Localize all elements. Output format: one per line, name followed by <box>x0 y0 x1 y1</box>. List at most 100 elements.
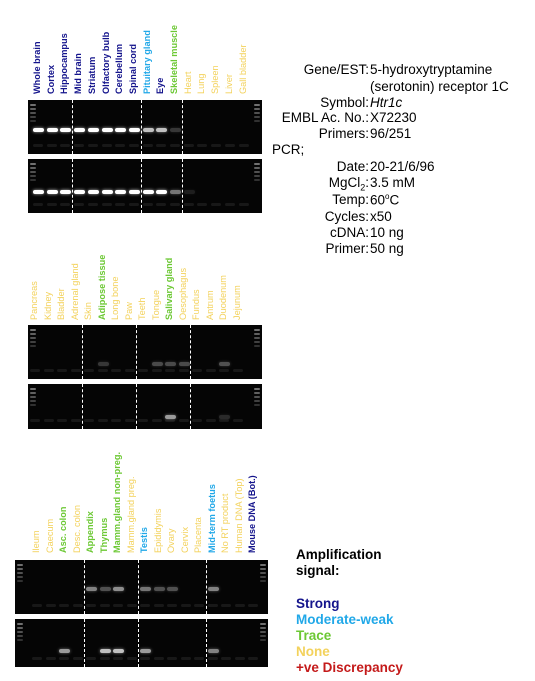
primer-smear <box>167 657 177 660</box>
primer-smear <box>151 419 162 422</box>
lane-separator <box>205 560 207 614</box>
ladder-band <box>260 623 266 625</box>
primer-smear <box>60 203 71 206</box>
lane-label: Paw <box>123 302 134 320</box>
primer-smear <box>248 604 258 607</box>
pcr-band <box>113 649 124 653</box>
lane-separator <box>190 325 192 379</box>
primer-smear <box>43 369 54 372</box>
primer-smear <box>87 144 98 147</box>
pcr-band <box>170 190 181 194</box>
ladder-band <box>17 576 23 578</box>
pcr-band <box>60 190 72 194</box>
lane-label: Olfactory bulb <box>100 31 111 94</box>
lane-label: Antrum <box>204 290 215 320</box>
lane-separator <box>72 100 74 154</box>
pcr-band <box>86 587 97 591</box>
cdna-value: 10 ng <box>370 225 404 240</box>
embl-key: EMBL Ac. No.: <box>281 110 369 125</box>
ladder-band <box>260 627 266 629</box>
primer-smear <box>205 419 216 422</box>
lane-separator <box>205 619 207 667</box>
ladder-band <box>17 580 23 582</box>
ladder-band <box>254 333 260 335</box>
gel-bottom-panel-2 <box>28 384 262 429</box>
lane-label: Mid-term foetus <box>206 484 217 553</box>
lane-label: Ovary <box>166 528 176 553</box>
gel-top-panel-2 <box>28 325 262 379</box>
ladder-band <box>254 400 260 402</box>
pcr-band <box>183 190 195 194</box>
primer-smear <box>60 144 71 147</box>
lane-label: No RT product <box>220 493 230 553</box>
ladder-band <box>260 580 266 582</box>
primer-smear <box>128 144 139 147</box>
primer-smear <box>57 419 67 422</box>
legend-moderate: Moderate-weak <box>296 612 394 627</box>
ladder-band <box>30 333 36 335</box>
lane-label: Whole brain <box>32 41 42 94</box>
primer-smear <box>232 419 243 422</box>
primer-smear <box>138 369 148 372</box>
pcr-band <box>151 362 163 366</box>
primer-smear <box>205 369 216 372</box>
lane-label: Bladder <box>56 288 66 320</box>
pcr-band <box>207 649 219 653</box>
lane-separator <box>181 159 183 213</box>
primer-smear <box>86 604 96 607</box>
lane-label: Lung <box>196 73 207 94</box>
lane-label: Heart <box>182 71 193 94</box>
lane-label: Skeletal muscle <box>169 25 179 94</box>
ladder-band <box>254 120 260 122</box>
gel-bottom-panel-3 <box>15 619 268 667</box>
gel-bottom-panel-1 <box>28 159 262 213</box>
pcr-band <box>97 362 109 366</box>
legend-strong: Strong <box>296 596 340 611</box>
ladder-band <box>260 564 266 566</box>
date-value: 20-21/6/96 <box>370 159 435 174</box>
lane-label: Thymus <box>98 517 109 553</box>
pcr-band <box>74 190 86 194</box>
lane-separator <box>82 384 84 429</box>
primer-smear <box>99 604 110 607</box>
cycles-value: x50 <box>370 209 392 224</box>
ladder-band <box>17 631 23 633</box>
ladder-band <box>254 112 260 114</box>
primer-smear <box>30 419 40 422</box>
lane-label: Pituitary gland <box>141 30 152 94</box>
ladder-band <box>30 175 36 177</box>
lane-separator <box>138 560 140 614</box>
primer-smear <box>142 203 153 206</box>
primer-smear <box>170 203 180 206</box>
lane-label: Striatum <box>86 56 97 94</box>
primer-smear <box>224 144 235 147</box>
ladder-band <box>254 104 260 106</box>
ladder-band <box>30 167 36 169</box>
pcr-band <box>178 362 190 366</box>
pcr-band <box>142 128 154 132</box>
primer-smear <box>192 419 202 422</box>
pcr-band <box>99 587 111 591</box>
ladder-band <box>254 392 260 394</box>
pcr-band <box>113 587 124 591</box>
ladder-band <box>30 388 36 390</box>
ladder-band <box>30 341 36 343</box>
pcr-band <box>153 587 165 591</box>
primer-smear <box>87 203 98 206</box>
primer-smear <box>115 203 126 206</box>
primer-conc-key: Primer: <box>325 241 370 256</box>
primers-key: Primers: <box>318 126 369 141</box>
lane-separator <box>181 100 183 154</box>
ladder-band <box>30 179 36 181</box>
primer-smear <box>153 657 164 660</box>
primer-smear <box>178 369 189 372</box>
primer-smear <box>178 419 189 422</box>
primer-smear <box>101 203 112 206</box>
pcr-band <box>140 649 151 653</box>
ladder-band <box>30 116 36 118</box>
pcr-band <box>74 128 86 132</box>
lane-label: Adipose tissue <box>96 254 107 320</box>
pcr-band <box>156 128 168 132</box>
gene-key: Gene/EST: <box>303 62 369 77</box>
primer-smear <box>151 369 162 372</box>
